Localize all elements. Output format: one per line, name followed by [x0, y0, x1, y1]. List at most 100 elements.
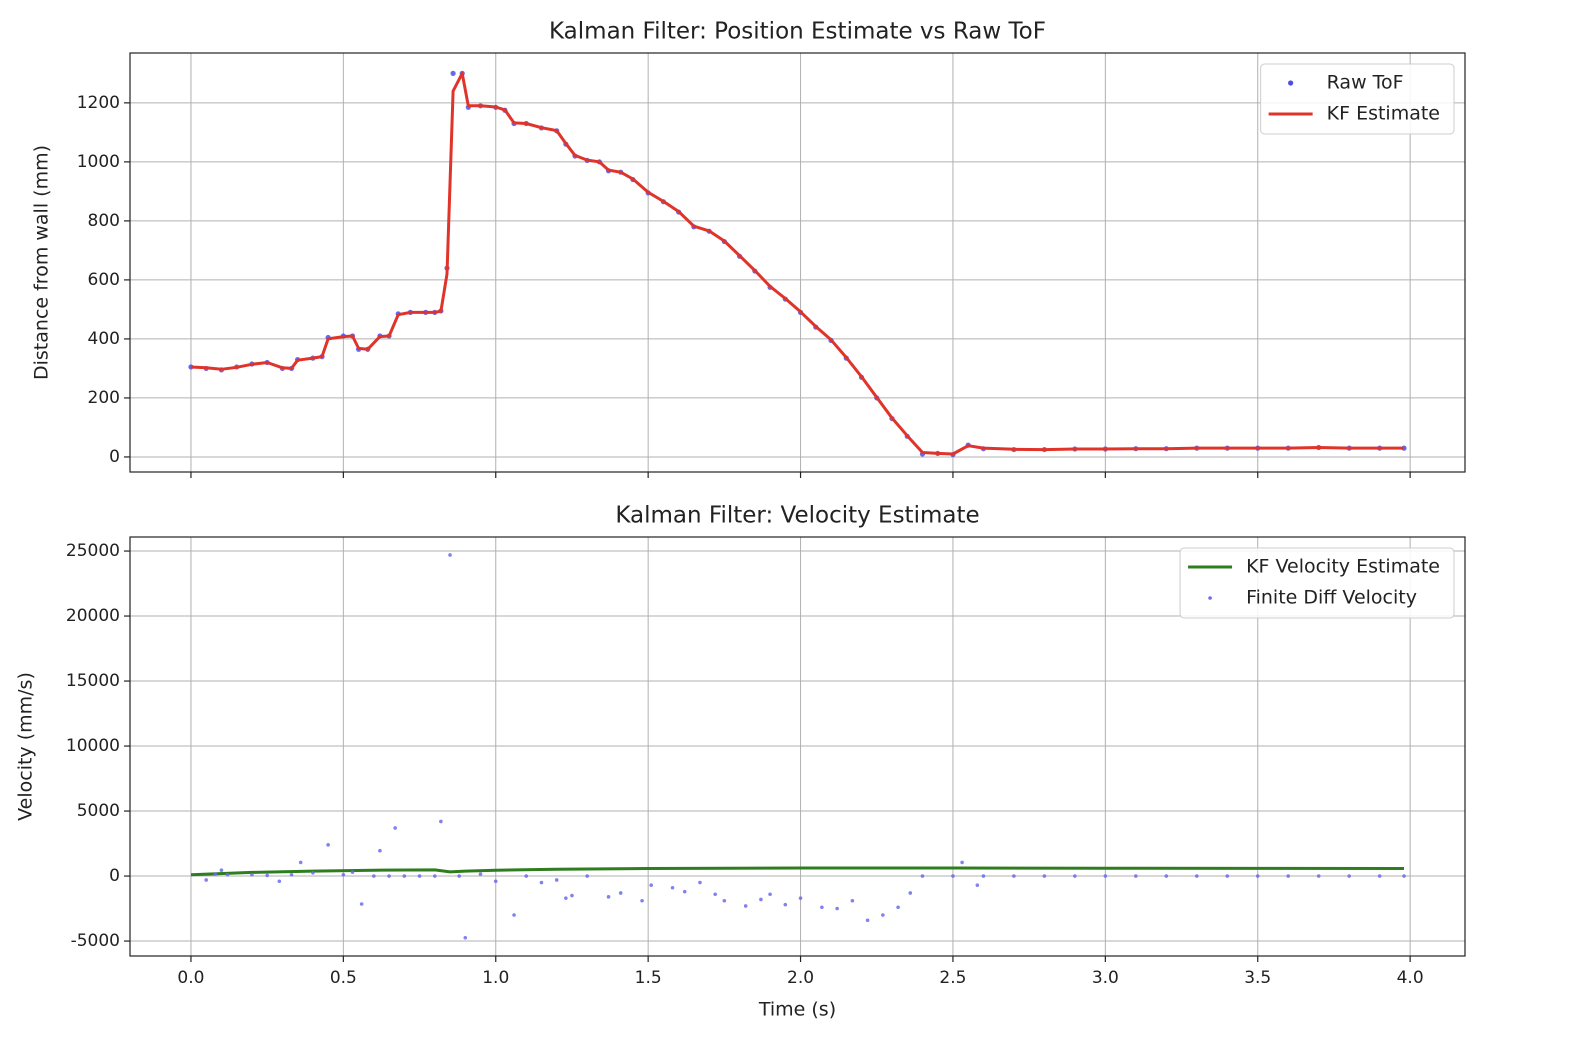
x-tick-label: 0.5 — [330, 968, 357, 988]
data-point — [564, 896, 568, 900]
data-point — [1377, 874, 1382, 878]
data-point — [798, 896, 803, 900]
series-line — [190, 866, 1405, 877]
data-point — [1286, 874, 1291, 878]
x-tick-label: 3.5 — [1244, 968, 1271, 988]
data-point — [1194, 874, 1199, 878]
data-point — [606, 895, 611, 899]
data-point — [768, 892, 772, 897]
y-tick-label: 800 — [88, 211, 120, 231]
data-point — [457, 874, 461, 878]
y-tick-label: 1200 — [77, 93, 120, 113]
y-tick-label: 0 — [109, 866, 120, 886]
y-tick-label: 600 — [88, 270, 120, 290]
data-point — [539, 880, 544, 885]
data-point — [554, 878, 559, 882]
data-point — [311, 870, 315, 875]
data-point — [896, 905, 900, 910]
chart-title: Kalman Filter: Position Estimate vs Raw … — [549, 19, 1046, 45]
data-point — [326, 843, 330, 847]
legend-box — [1179, 547, 1455, 619]
data-point — [850, 898, 855, 903]
data-point — [835, 906, 839, 911]
data-point — [951, 874, 955, 878]
data-point — [432, 874, 437, 878]
x-axis-label: Time (s) — [758, 999, 836, 1021]
data-point — [1347, 874, 1351, 878]
x-tick-label: 4.0 — [1397, 968, 1424, 988]
data-point — [585, 874, 589, 878]
data-point — [920, 874, 925, 878]
legend-label: Finite Diff Velocity — [1246, 587, 1417, 609]
data-point — [670, 885, 675, 890]
data-point — [417, 874, 422, 878]
data-point — [1164, 874, 1169, 878]
data-point — [1316, 874, 1321, 878]
data-point — [478, 872, 483, 876]
data-point — [1255, 874, 1260, 878]
data-point — [1134, 874, 1138, 878]
y-tick-label: 200 — [88, 388, 120, 408]
data-point — [820, 905, 824, 910]
data-point — [640, 898, 644, 903]
data-point — [450, 70, 456, 76]
data-point — [698, 880, 702, 885]
data-point — [981, 874, 986, 878]
data-point — [1103, 874, 1108, 878]
data-point — [225, 872, 230, 877]
data-point — [570, 893, 574, 898]
data-point — [402, 874, 407, 878]
data-point — [213, 872, 218, 876]
y-tick-label: 1000 — [77, 152, 120, 172]
legend-label: KF Velocity Estimate — [1246, 556, 1440, 578]
x-tick-label: 2.5 — [939, 968, 966, 988]
chart-title: Kalman Filter: Velocity Estimate — [615, 503, 979, 529]
y-axis-label: Velocity (mm/s) — [15, 672, 37, 821]
data-point — [463, 935, 468, 940]
data-point — [759, 897, 763, 902]
data-point — [881, 913, 885, 917]
data-point — [448, 553, 452, 557]
y-tick-label: 10000 — [66, 736, 120, 756]
data-point — [960, 860, 964, 865]
x-tick-label: 2.0 — [787, 968, 814, 988]
data-point — [618, 891, 623, 895]
data-point — [1402, 874, 1406, 878]
axes-frame — [129, 536, 1466, 957]
y-tick-label: 15000 — [66, 671, 120, 691]
data-point — [393, 826, 397, 830]
data-point — [219, 868, 224, 872]
data-point — [1225, 874, 1230, 878]
data-point — [359, 902, 364, 906]
data-point — [298, 860, 303, 865]
series-line — [190, 71, 1404, 456]
data-point — [783, 902, 788, 907]
axes-frame — [129, 52, 1466, 473]
legend: Raw ToF KF Estimate — [1260, 63, 1455, 135]
data-point — [649, 883, 653, 887]
data-point — [350, 870, 355, 874]
data-point — [975, 883, 980, 887]
data-point — [378, 848, 382, 853]
legend-label: Raw ToF — [1327, 72, 1404, 94]
data-point — [682, 889, 687, 894]
plot-area — [188, 70, 1407, 458]
data-point — [713, 892, 718, 897]
data-point — [204, 878, 208, 882]
y-tick-label: 20000 — [66, 606, 120, 626]
legend: KF Velocity Estimate Finite Diff Velocity — [1179, 547, 1455, 619]
y-tick-label: 25000 — [66, 541, 120, 561]
data-point — [277, 879, 282, 884]
x-tick-label: 1.5 — [635, 968, 662, 988]
data-point — [743, 904, 748, 908]
data-point — [387, 874, 391, 878]
x-tick-label: 3.0 — [1092, 968, 1119, 988]
legend-swatch — [1288, 80, 1294, 86]
data-point — [341, 872, 346, 877]
data-point — [865, 918, 870, 923]
y-tick-label: -5000 — [71, 931, 120, 951]
data-point — [265, 873, 269, 878]
y-tick-label: 5000 — [77, 801, 120, 821]
legend-box — [1260, 63, 1455, 135]
